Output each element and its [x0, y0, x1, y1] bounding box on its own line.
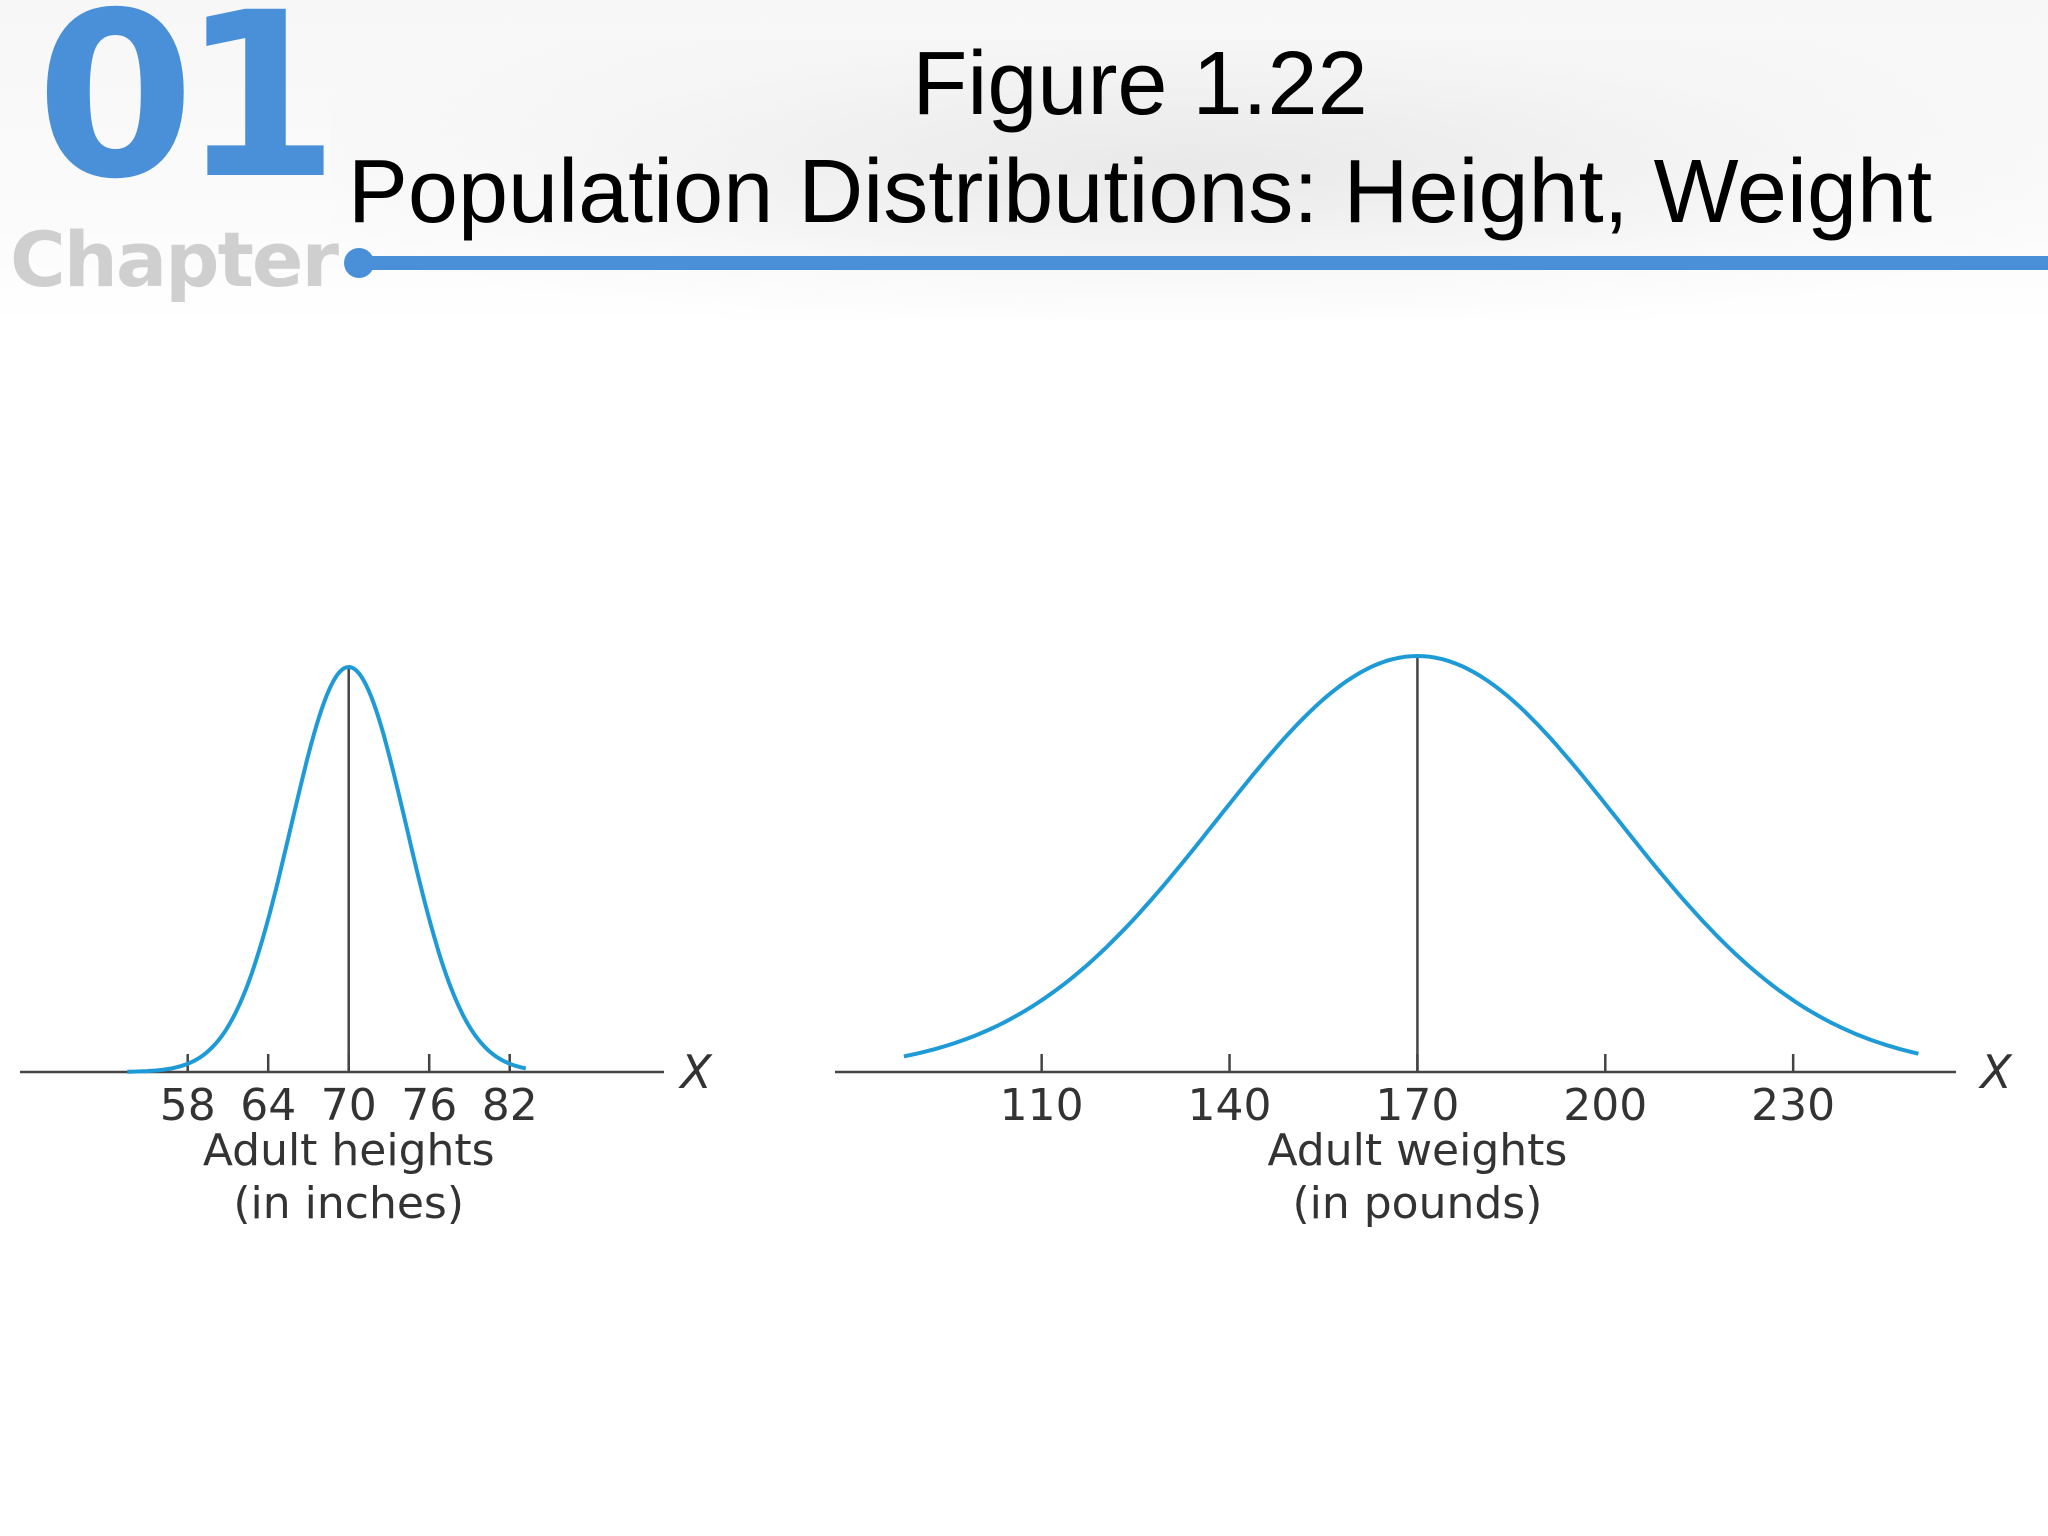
x-tick-label: 58 [160, 1080, 216, 1131]
x-tick-label: 110 [1000, 1080, 1084, 1131]
x-axis-title-line-1: Adult weights [1267, 1125, 1567, 1176]
chapter-label: Chapter [10, 215, 339, 304]
axis-variable-label: X [678, 1045, 713, 1099]
header-haze [330, 40, 2048, 320]
x-tick-label: 170 [1375, 1080, 1459, 1131]
distribution-curve [127, 665, 527, 1074]
x-tick-label: 82 [482, 1080, 538, 1131]
chapter-number: 01 [36, 0, 339, 229]
slide-title: Figure 1.22 Population Distributions: He… [300, 30, 1980, 246]
x-tick-label: 64 [240, 1080, 296, 1131]
header-band [0, 0, 2048, 325]
x-tick-label: 140 [1188, 1080, 1272, 1131]
x-axis-title-line-2: (in pounds) [1292, 1178, 1542, 1229]
x-tick-label: 70 [321, 1080, 377, 1131]
axis-variable-label: X [1978, 1045, 2013, 1099]
x-tick-label: 76 [401, 1080, 457, 1131]
header-rule-line [358, 256, 2048, 270]
slide-title-line-1: Figure 1.22 [912, 34, 1368, 134]
x-axis-title-line-1: Adult heights [203, 1125, 495, 1176]
x-tick-label: 230 [1751, 1080, 1835, 1131]
slide-title-line-2: Population Distributions: Height, Weight [347, 142, 1933, 242]
x-axis-title-line-2: (in inches) [233, 1178, 464, 1229]
x-tick-label: 200 [1563, 1080, 1647, 1131]
distribution-curve [903, 654, 1919, 1059]
